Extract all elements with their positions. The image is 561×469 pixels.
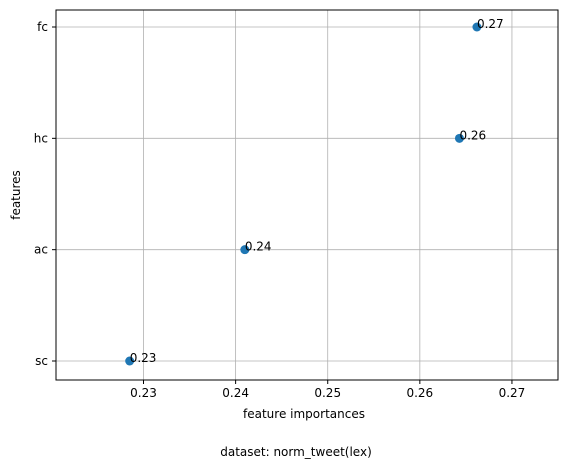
x-tick-label: 0.27 bbox=[499, 386, 526, 400]
data-label: 0.24 bbox=[245, 240, 272, 254]
x-tick-label: 0.24 bbox=[222, 386, 249, 400]
y-tick-label: fc bbox=[37, 20, 48, 34]
data-points: 0.23 0.24 0.26 0.27 bbox=[125, 17, 504, 366]
data-label: 0.27 bbox=[477, 17, 504, 31]
data-point bbox=[240, 245, 250, 255]
data-point bbox=[125, 356, 135, 366]
axis-ticks: 0.23 0.24 0.25 0.26 0.27 sc ac hc fc bbox=[34, 20, 526, 400]
data-label: 0.26 bbox=[459, 128, 486, 142]
x-tick-label: 0.25 bbox=[314, 386, 341, 400]
x-tick-label: 0.26 bbox=[406, 386, 433, 400]
plot-frame bbox=[55, 9, 559, 381]
dataset-caption: dataset: norm_tweet(lex) bbox=[220, 445, 372, 459]
data-label: 0.23 bbox=[130, 351, 157, 365]
data-point bbox=[472, 22, 482, 32]
grid bbox=[56, 10, 558, 380]
x-tick-label: 0.23 bbox=[130, 386, 157, 400]
y-tick-label: hc bbox=[34, 131, 48, 145]
y-tick-label: ac bbox=[34, 243, 48, 257]
y-axis-label: features bbox=[9, 170, 23, 220]
x-axis-label: feature importances bbox=[243, 407, 365, 421]
y-tick-label: sc bbox=[35, 354, 48, 368]
data-point bbox=[454, 133, 464, 143]
